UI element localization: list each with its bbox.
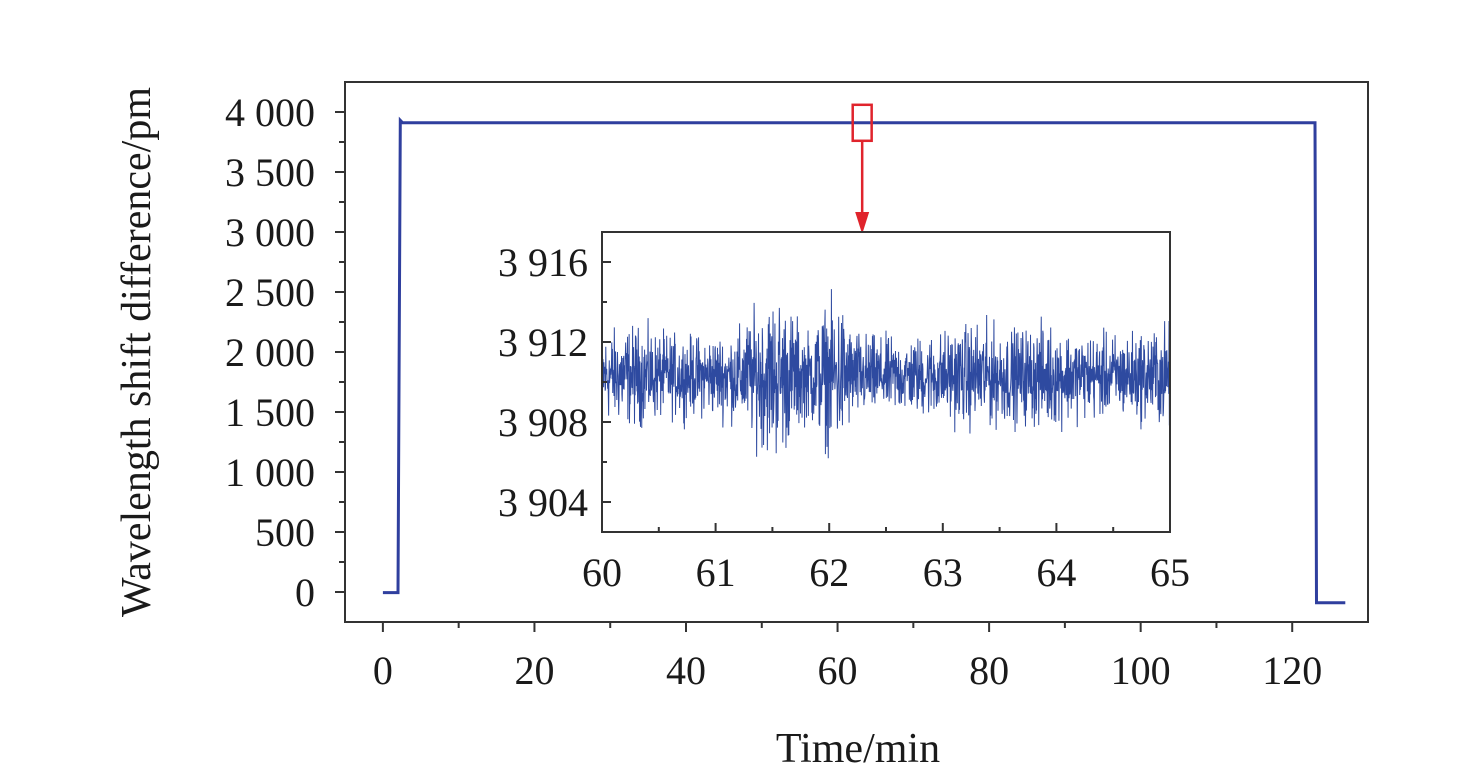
x-tick-label: 100 [1111, 648, 1171, 693]
zoom-arrow-head [855, 212, 870, 234]
inset-x-tick-label: 64 [1036, 550, 1076, 595]
x-tick-label: 60 [818, 648, 858, 693]
y-tick-label: 0 [295, 570, 315, 615]
x-axis-label: Time/min [776, 726, 940, 772]
x-tick-label: 0 [373, 648, 393, 693]
inset-y-tick-label: 3 916 [498, 240, 588, 285]
inset-y-tick-label: 3 904 [498, 480, 588, 525]
y-axis-label: Wavelength shift difference/pm [114, 87, 160, 617]
main-ticks: 0 20 40 60 80 100 120 0 500 1 000 1 500 2 000 2 500 3… [225, 90, 1322, 693]
inset-ticks: 60 61 62 63 64 65 3 904 3 908 3 912 3 916 [498, 240, 1190, 595]
y-tick-label: 2 000 [225, 330, 315, 375]
y-tick-label: 1 000 [225, 450, 315, 495]
inset-x-tick-label: 62 [809, 550, 849, 595]
y-tick-label: 3 000 [225, 210, 315, 255]
inset-x-tick-label: 63 [923, 550, 963, 595]
x-tick-label: 120 [1262, 648, 1322, 693]
zoom-marker [851, 103, 873, 234]
main-series [382, 116, 1346, 605]
inset-x-tick-label: 61 [696, 550, 736, 595]
y-tick-label: 2 500 [225, 270, 315, 315]
main-plot: 0 20 40 60 80 100 120 0 500 1 000 1 500 2 000 2 500 3… [114, 81, 1369, 772]
inset-plot: 60 61 62 63 64 65 3 904 3 908 3 912 3 916 [498, 231, 1190, 595]
x-tick-label: 20 [514, 648, 554, 693]
y-tick-label: 4 000 [225, 90, 315, 135]
inset-x-tick-label: 60 [582, 550, 622, 595]
y-tick-label: 500 [255, 510, 315, 555]
main-series-line [382, 116, 1346, 605]
inset-series [601, 289, 1171, 459]
inset-y-tick-label: 3 908 [498, 400, 588, 445]
inset-y-tick-label: 3 912 [498, 320, 588, 365]
x-tick-label: 40 [666, 648, 706, 693]
y-tick-label: 1 500 [225, 390, 315, 435]
inset-series-line [601, 289, 1171, 459]
x-tick-label: 80 [969, 648, 1009, 693]
y-tick-label: 3 500 [225, 150, 315, 195]
inset-x-tick-label: 65 [1150, 550, 1190, 595]
